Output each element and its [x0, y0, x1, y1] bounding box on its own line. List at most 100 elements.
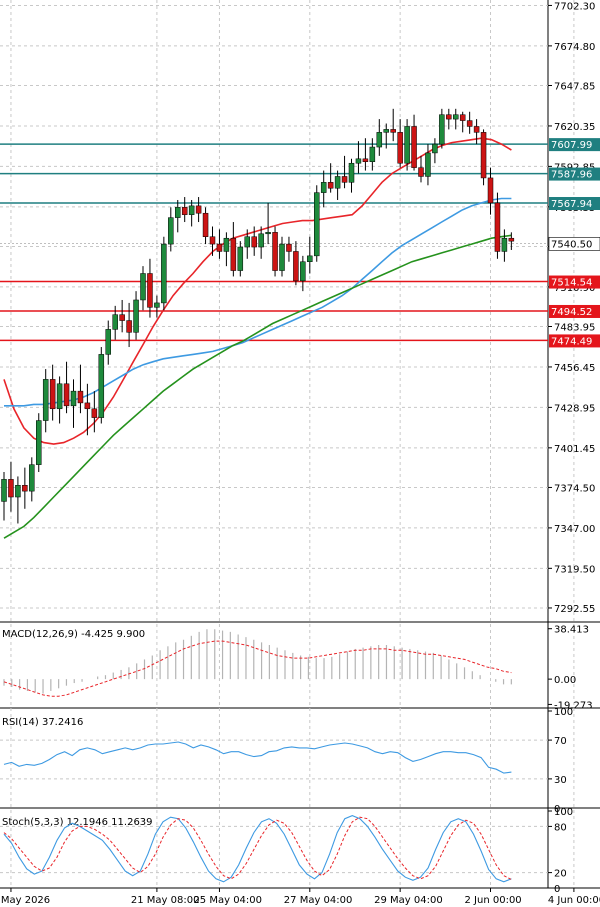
- rsi-tick-label: 70: [554, 736, 567, 747]
- candle-body: [432, 143, 438, 154]
- candle-body: [119, 314, 125, 321]
- candle-body: [466, 120, 473, 127]
- candle-body: [230, 237, 237, 271]
- candle-body: [154, 302, 160, 308]
- candle-body: [501, 237, 508, 252]
- moving-average-line: [4, 197, 512, 407]
- candle-body: [286, 243, 292, 252]
- candle-body: [480, 132, 487, 179]
- rsi-tick-label: 30: [554, 775, 567, 786]
- candle-body: [362, 158, 369, 162]
- price-tick-label: 7292.55: [554, 604, 595, 615]
- rsi-line: [3, 741, 512, 774]
- candle-body: [140, 273, 146, 301]
- candle-body: [314, 192, 320, 257]
- candle-body: [376, 132, 383, 148]
- macd-tick-label: -19.273: [554, 700, 593, 711]
- time-tick-label: 25 May 04:00: [193, 895, 262, 906]
- time-tick-label: 4 Jun 00:00: [548, 895, 600, 906]
- stoch-pane: Stoch(5,3,3) 12.1946 11.2639 100 80 20 0: [0, 807, 573, 895]
- time-tick-label: 19 May 2026: [0, 895, 50, 906]
- candle-body: [446, 114, 452, 120]
- price-tick-label: 7674.80: [554, 42, 595, 53]
- candle-body: [439, 114, 445, 145]
- level-label-box: [549, 334, 600, 348]
- candle-body: [98, 354, 105, 418]
- candle-body: [126, 320, 132, 333]
- candle-body: [383, 129, 389, 133]
- time-tick-label: 21 May 08:00: [131, 895, 200, 906]
- candle-body: [77, 390, 84, 404]
- current-price-label: 7540.50: [551, 239, 592, 250]
- candle-body: [425, 152, 431, 177]
- rsi-tick-label: 0: [554, 804, 560, 815]
- level-label-box: [549, 197, 600, 211]
- rsi-title: RSI(14) 37.2416: [2, 717, 83, 728]
- candle-body: [147, 273, 153, 308]
- candle-body: [279, 243, 285, 271]
- candle-body: [105, 329, 111, 355]
- candle-body: [348, 162, 355, 183]
- candle-body: [300, 261, 306, 282]
- price-tick-label: 7456.45: [554, 363, 595, 374]
- candle-body: [29, 464, 35, 492]
- level-label: 7514.54: [551, 278, 592, 289]
- candle-body: [36, 420, 42, 465]
- candle-body: [133, 299, 139, 333]
- candle-body: [494, 202, 501, 252]
- candle-body: [334, 176, 341, 189]
- level-label-box: [549, 138, 600, 152]
- macd-tick-label: 38.413: [554, 625, 589, 636]
- candle-body: [216, 243, 223, 252]
- moving-average-line: [3, 234, 512, 539]
- time-tick-label: 29 May 04:00: [374, 895, 443, 906]
- stoch-title: Stoch(5,3,3) 12.1946 11.2639: [2, 817, 153, 828]
- macd-pane: MACD(12,26,9) -4.425 9.900 38.413 0.00 -19…: [2, 625, 593, 712]
- price-tick-label: 7428.95: [554, 403, 595, 414]
- macd-title: MACD(12,26,9) -4.425 9.900: [2, 629, 145, 640]
- macd-signal-line: [3, 640, 512, 697]
- candle-body: [258, 233, 264, 248]
- candle-body: [390, 129, 396, 133]
- price-tick-label: 7319.50: [554, 564, 595, 575]
- candle-body: [8, 479, 14, 498]
- stoch-signal-line: [3, 816, 512, 880]
- candle-body: [244, 236, 250, 248]
- candle-body: [411, 126, 417, 168]
- candle-body: [84, 402, 91, 410]
- time-tick-label: 2 Jun 00:00: [465, 895, 522, 906]
- current-price-box: [548, 237, 600, 251]
- price-tick-label: 7374.50: [554, 483, 595, 494]
- candle-body: [397, 132, 403, 164]
- candle-body: [307, 255, 313, 262]
- level-label: 7474.49: [551, 336, 592, 347]
- candle-body: [161, 243, 167, 304]
- candle-body: [404, 126, 410, 164]
- candle-body: [22, 484, 28, 492]
- rsi-tick-label: 100: [554, 707, 573, 718]
- candle-body: [63, 383, 70, 407]
- price-tick-label: 7702.30: [554, 1, 595, 12]
- candle-body: [209, 236, 216, 245]
- candle-body: [168, 217, 174, 245]
- candle-body: [112, 314, 118, 330]
- level-label: 7607.99: [551, 140, 592, 151]
- candle-body: [195, 205, 202, 214]
- level-labels: 7607.99 7587.96 7567.94 7514.54 7494.52 7474.…: [548, 138, 600, 348]
- candle-body: [175, 207, 181, 218]
- candle-body: [459, 114, 466, 121]
- candle-body: [369, 146, 376, 162]
- candles: [1, 108, 515, 524]
- candle-body: [15, 484, 21, 498]
- time-tick-label: 27 May 04:00: [284, 895, 353, 906]
- price-tick-label: 7483.95: [554, 323, 595, 334]
- level-label-box: [549, 304, 600, 318]
- candle-body: [473, 126, 480, 133]
- price-tick-label: 7347.00: [554, 524, 595, 535]
- candle-body: [237, 246, 244, 271]
- candle-body: [341, 176, 348, 183]
